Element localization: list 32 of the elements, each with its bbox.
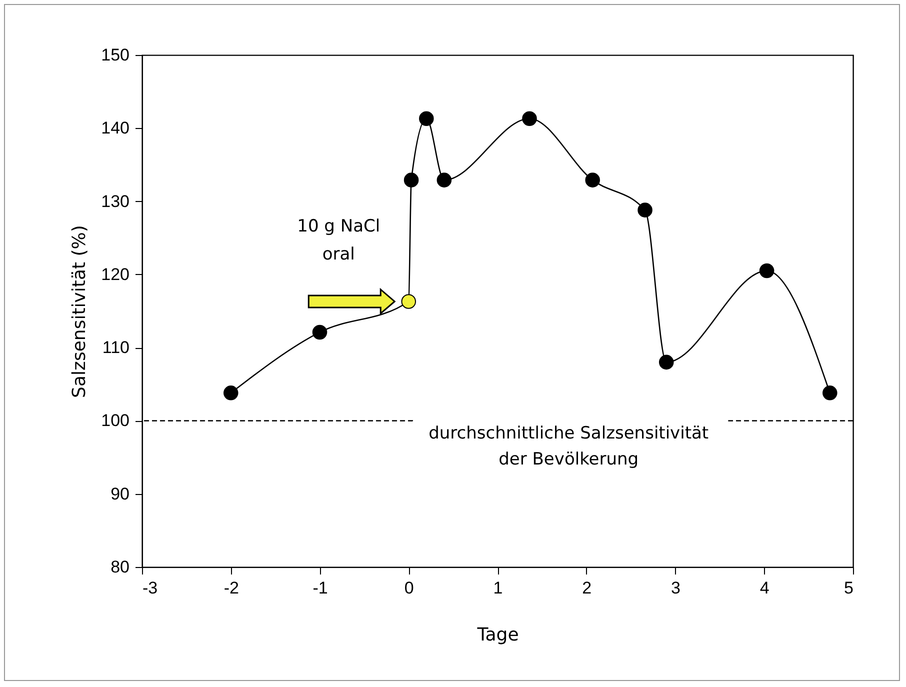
y-tick-label: 150 xyxy=(101,46,130,64)
point xyxy=(759,263,774,278)
x-tick-label: -3 xyxy=(142,578,158,598)
point xyxy=(223,386,238,400)
x-tick-label: 4 xyxy=(760,578,770,598)
y-axis-title: Salzsensitivität (%) xyxy=(69,225,90,398)
y-tick-label: 120 xyxy=(101,264,130,284)
y-tick-label: 110 xyxy=(102,338,130,358)
y-tick-label: 90 xyxy=(110,484,130,504)
y-tick-label: 140 xyxy=(101,118,130,138)
x-tick-label: -1 xyxy=(312,578,328,598)
x-tick-label: 3 xyxy=(671,578,680,598)
point xyxy=(638,202,652,218)
point xyxy=(419,111,434,126)
point xyxy=(585,172,600,188)
point xyxy=(401,294,416,309)
point xyxy=(312,324,328,340)
y-tick-label: 130 xyxy=(101,192,130,211)
point xyxy=(522,111,537,126)
y-tick-label: 100 xyxy=(101,411,130,430)
point xyxy=(404,172,419,188)
annotation: 10 g NaCl oral xyxy=(297,216,380,264)
x-tick-label: 2 xyxy=(582,578,592,598)
x-tick-label: -2 xyxy=(224,578,239,598)
x-axis-title: Tage xyxy=(476,624,519,646)
point xyxy=(822,386,838,400)
point xyxy=(436,172,452,188)
y-tick-label: 80 xyxy=(110,558,130,576)
x-tick-label: 0 xyxy=(404,578,414,598)
point xyxy=(658,354,674,370)
x-tick-label: 1 xyxy=(493,578,503,598)
x-tick-label: 5 xyxy=(844,578,854,598)
